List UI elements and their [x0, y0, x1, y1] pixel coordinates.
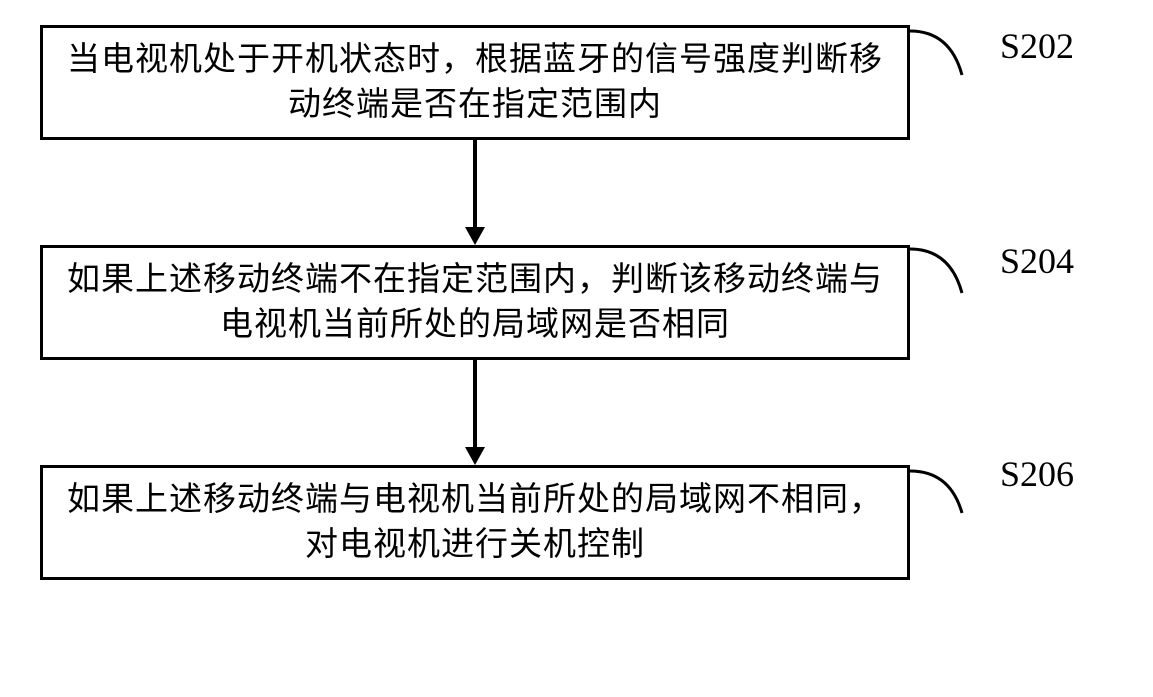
- step-label-s204: S204: [1000, 240, 1074, 282]
- arrow-line-2: [473, 360, 477, 447]
- connector-s202: [910, 25, 970, 85]
- step-text-s206: 如果上述移动终端与电视机当前所处的局域网不相同，对电视机进行关机控制: [63, 478, 887, 567]
- arrow-head-1: [465, 227, 485, 245]
- step-text-s204: 如果上述移动终端不在指定范围内，判断该移动终端与电视机当前所处的局域网是否相同: [63, 258, 887, 347]
- step-box-s204: 如果上述移动终端不在指定范围内，判断该移动终端与电视机当前所处的局域网是否相同: [40, 245, 910, 360]
- step-box-s202: 当电视机处于开机状态时，根据蓝牙的信号强度判断移动终端是否在指定范围内: [40, 25, 910, 140]
- step-text-s202: 当电视机处于开机状态时，根据蓝牙的信号强度判断移动终端是否在指定范围内: [63, 38, 887, 127]
- connector-s206: [910, 457, 970, 517]
- step-label-s206: S206: [1000, 453, 1074, 495]
- connector-s204: [910, 243, 970, 303]
- step-label-s202: S202: [1000, 25, 1074, 67]
- arrow-line-1: [473, 140, 477, 227]
- arrow-head-2: [465, 447, 485, 465]
- step-box-s206: 如果上述移动终端与电视机当前所处的局域网不相同，对电视机进行关机控制: [40, 465, 910, 580]
